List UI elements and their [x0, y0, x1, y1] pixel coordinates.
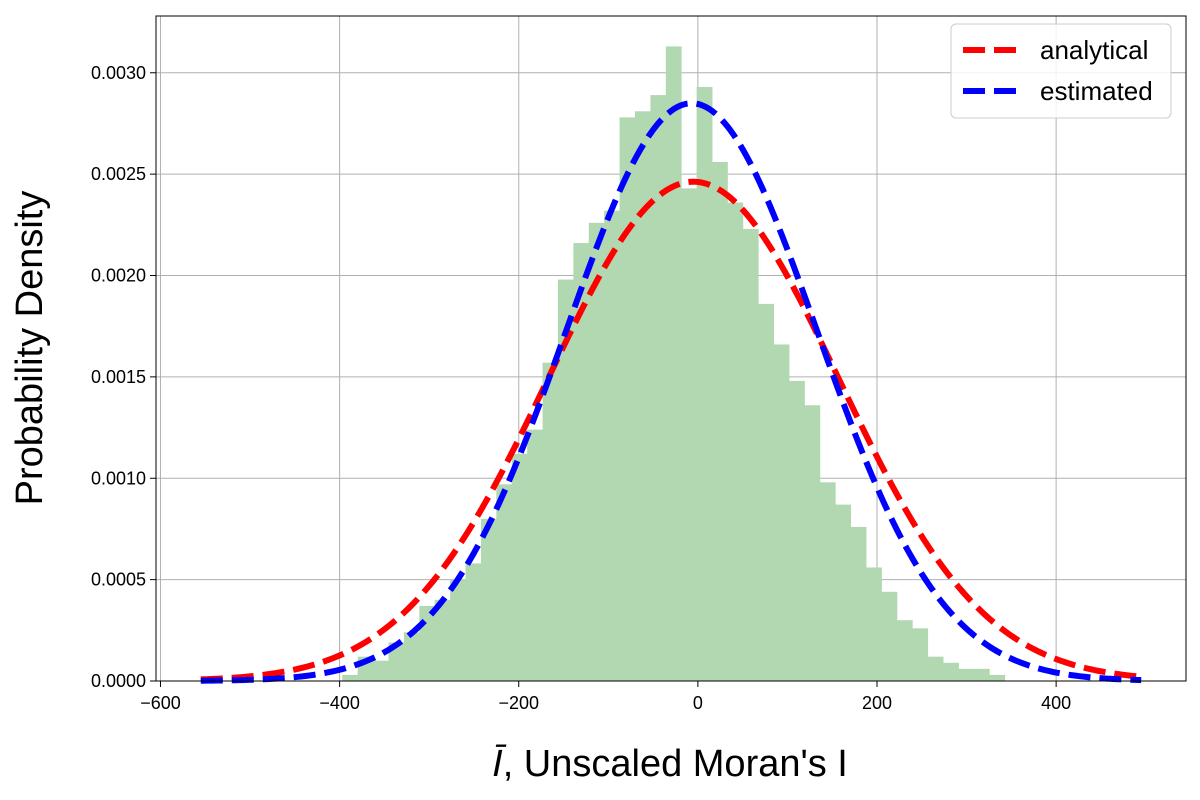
y-tick-label: 0.0005 [91, 570, 146, 590]
x-axis-ticks: −600 −400 −200 0 200 400 [140, 681, 1071, 713]
histogram-bar [789, 380, 805, 681]
histogram-bar [511, 453, 528, 681]
histogram-bar [927, 656, 944, 681]
histogram-bar [419, 605, 436, 681]
histogram-bar [712, 161, 728, 682]
histogram-bar [619, 117, 636, 681]
legend: analytical estimated [950, 23, 1172, 119]
y-tick-label: 0.0000 [91, 671, 146, 691]
histogram-bar [480, 518, 497, 681]
y-tick-label: 0.0010 [91, 468, 146, 488]
histogram-bar [604, 210, 620, 681]
histogram-bar [989, 674, 1006, 681]
histogram-bar [958, 668, 975, 681]
histogram-bar [557, 279, 574, 681]
x-tick-label: −600 [140, 693, 181, 713]
legend-label-estimated: estimated [1040, 76, 1153, 106]
histogram-bar [450, 579, 466, 681]
histogram-bar [696, 86, 713, 681]
histogram-bar [434, 599, 451, 681]
histogram-bar [403, 632, 420, 681]
histogram-bar [465, 563, 482, 681]
histogram-bar [650, 95, 667, 681]
legend-label-analytical: analytical [1040, 35, 1148, 65]
histogram-bar [896, 620, 913, 681]
histogram-bar [727, 202, 744, 681]
y-tick-label: 0.0025 [91, 164, 146, 184]
histogram-bar [527, 429, 543, 681]
x-tick-label: 0 [693, 693, 703, 713]
histogram-bar [912, 628, 929, 681]
density-curve-analytical [200, 178, 1142, 683]
histogram-bar [681, 188, 698, 681]
histogram-bar [496, 484, 513, 681]
histogram-bar [866, 567, 882, 681]
histogram-bar [881, 591, 898, 681]
histogram-bar [973, 668, 990, 681]
x-axis-label-text: , Unscaled Moran's I [503, 743, 848, 785]
histogram-bar [773, 344, 790, 681]
histogram-bar [342, 674, 359, 681]
x-tick-label: −400 [319, 693, 360, 713]
x-tick-label: 400 [1041, 693, 1071, 713]
histogram-bar [542, 362, 559, 681]
histogram-bar [943, 662, 959, 681]
histogram-bar [850, 526, 867, 681]
histogram-bar [758, 303, 775, 681]
density-curves [200, 100, 1142, 684]
y-axis-label: Probability Density [9, 191, 51, 506]
histogram-bar [573, 243, 590, 681]
x-axis-label: Ī, Unscaled Moran's I [492, 743, 848, 785]
x-tick-label: −200 [498, 693, 539, 713]
histogram-bar [373, 660, 389, 681]
histogram-bar [588, 222, 605, 682]
histogram-bar [634, 111, 651, 682]
histogram-bar [742, 228, 759, 681]
histogram-bar [665, 46, 682, 682]
histogram-bar [388, 642, 405, 681]
y-tick-label: 0.0015 [91, 367, 146, 387]
density-curve-estimated [200, 100, 1142, 684]
plot-frame [155, 15, 1187, 682]
histogram-bar [835, 504, 852, 681]
y-tick-label: 0.0030 [91, 63, 146, 83]
y-axis-ticks: 0.0000 0.0005 0.0010 0.0015 0.0020 0.0025 0.00… [91, 63, 156, 691]
histogram-bar [819, 482, 836, 681]
y-tick-label: 0.0020 [91, 266, 146, 286]
histogram-bar [804, 405, 821, 681]
histogram-bars [342, 46, 1006, 682]
x-tick-label: 200 [862, 693, 892, 713]
